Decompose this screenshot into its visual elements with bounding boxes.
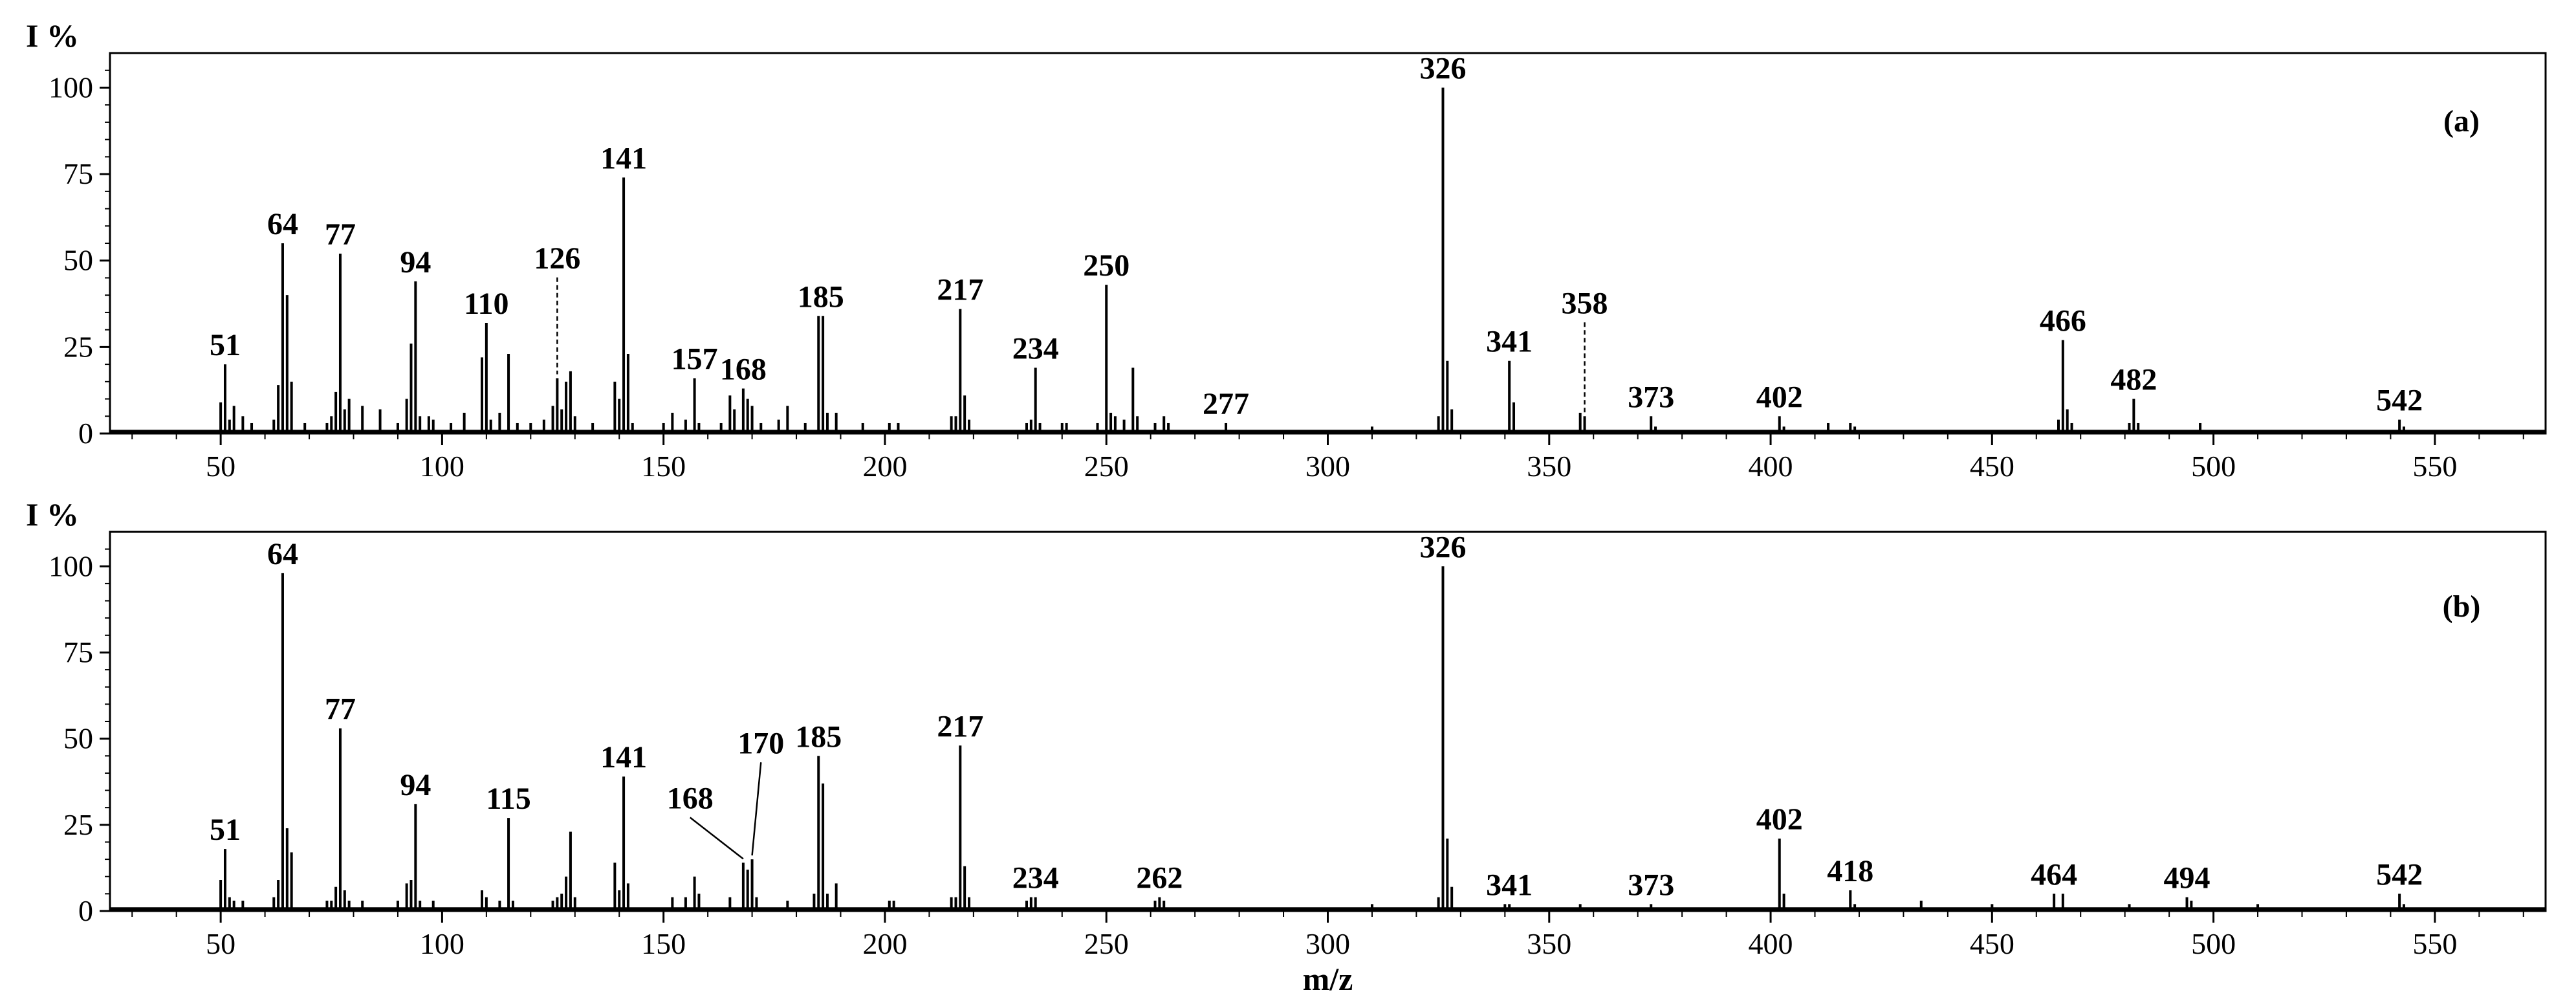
x-tick-label: 500	[2191, 450, 2236, 483]
y-tick-label: 0	[78, 894, 93, 927]
spectrum-panel-a: I % 0 25 50 75 100 50 100 150 200 250 300 350 400 450 5…	[26, 17, 2547, 483]
y-tick-label: 25	[63, 330, 93, 363]
peak-label: 141	[600, 740, 647, 774]
x-tick-label: 550	[2412, 450, 2457, 483]
y-axis-label: I %	[26, 17, 79, 54]
peak-label: 77	[325, 217, 356, 252]
x-tick-label: 500	[2191, 927, 2236, 960]
peak-label: 141	[600, 141, 647, 175]
peak-label: 234	[1012, 331, 1059, 366]
peak-label: 217	[937, 273, 983, 307]
x-axis-label: m/z	[1303, 961, 1353, 996]
panel-tag: (b)	[2443, 589, 2481, 624]
x-tick-label: 550	[2412, 927, 2457, 960]
peak-label: 110	[464, 287, 508, 321]
y-tick-label: 50	[63, 244, 93, 277]
peak-label: 64	[267, 537, 298, 571]
peak-label: 402	[1756, 802, 1803, 837]
plot-frame	[109, 531, 2547, 912]
y-axis-label: I %	[26, 496, 79, 532]
x-tick-label: 150	[641, 450, 686, 483]
leader-line	[689, 817, 744, 860]
x-tick-label: 450	[1970, 927, 2014, 960]
peak-label: 115	[486, 782, 530, 816]
peak-label: 494	[2164, 861, 2210, 895]
panel-tag: (a)	[2443, 104, 2480, 138]
peak-label: 402	[1756, 380, 1803, 414]
peak-label: 341	[1486, 868, 1533, 902]
x-tick-label: 50	[206, 927, 235, 960]
peak-label: 464	[2031, 857, 2077, 892]
x-tick-label: 100	[420, 450, 464, 483]
peak-label: 77	[325, 692, 356, 727]
peak-label: 341	[1486, 325, 1533, 359]
x-tick-label: 100	[420, 927, 464, 960]
peak-label: 373	[1628, 868, 1674, 902]
y-tick-label: 75	[63, 635, 93, 668]
peak-label: 217	[937, 709, 983, 743]
peak-label: 418	[1827, 854, 1873, 888]
leader-line	[751, 762, 762, 856]
y-tick-label: 75	[63, 157, 93, 190]
peak-label: 64	[267, 207, 298, 241]
y-tick-label: 0	[78, 417, 93, 450]
x-tick-label: 300	[1305, 450, 1350, 483]
y-tick-label: 25	[63, 808, 93, 841]
peak-label: 234	[1012, 861, 1059, 895]
peak-label: 262	[1136, 861, 1183, 895]
x-tick-label: 350	[1527, 927, 1571, 960]
peak-label: 326	[1419, 530, 1466, 564]
peak-label: 277	[1203, 387, 1249, 421]
peak-label: 482	[2110, 363, 2157, 397]
spectrum-panel-b: I % 0 25 50 75 100 50 100 150 200 250 300 350 400 450 5…	[26, 496, 2547, 997]
peak-label: 94	[400, 245, 431, 280]
peak-label: 185	[795, 719, 842, 754]
peak-label: 157	[671, 342, 718, 376]
plot-frame	[109, 52, 2547, 435]
x-tick-label: 400	[1749, 927, 1793, 960]
peak-label: 168	[720, 353, 767, 387]
peak-label: 126	[534, 241, 580, 276]
x-tick-label: 200	[862, 927, 907, 960]
peak-label: 185	[798, 280, 844, 314]
y-tick-label: 100	[49, 71, 93, 104]
x-tick-label: 200	[862, 450, 907, 483]
y-tick-label: 50	[63, 722, 93, 755]
x-tick-label: 150	[641, 927, 686, 960]
x-tick-label: 400	[1749, 450, 1793, 483]
peak-label: 542	[2376, 384, 2423, 418]
peak-label: 51	[210, 813, 241, 847]
x-tick-label: 300	[1305, 927, 1350, 960]
peak-label: 326	[1419, 51, 1466, 85]
x-tick-label: 250	[1084, 450, 1129, 483]
x-tick-label: 250	[1084, 927, 1129, 960]
y-tick-label: 100	[49, 549, 93, 582]
peak-label: 94	[400, 768, 431, 802]
peak-label: 373	[1628, 380, 1674, 414]
x-tick-label: 50	[206, 450, 235, 483]
peak-label: 170	[737, 726, 784, 760]
x-tick-label: 350	[1527, 450, 1571, 483]
peak-label: 250	[1083, 248, 1130, 283]
peak-label: 51	[210, 328, 241, 362]
peak-label: 542	[2376, 857, 2423, 892]
peak-label: 358	[1562, 286, 1608, 320]
peak-label: 466	[2040, 304, 2086, 338]
peak-label: 168	[667, 782, 714, 816]
x-tick-label: 450	[1970, 450, 2014, 483]
